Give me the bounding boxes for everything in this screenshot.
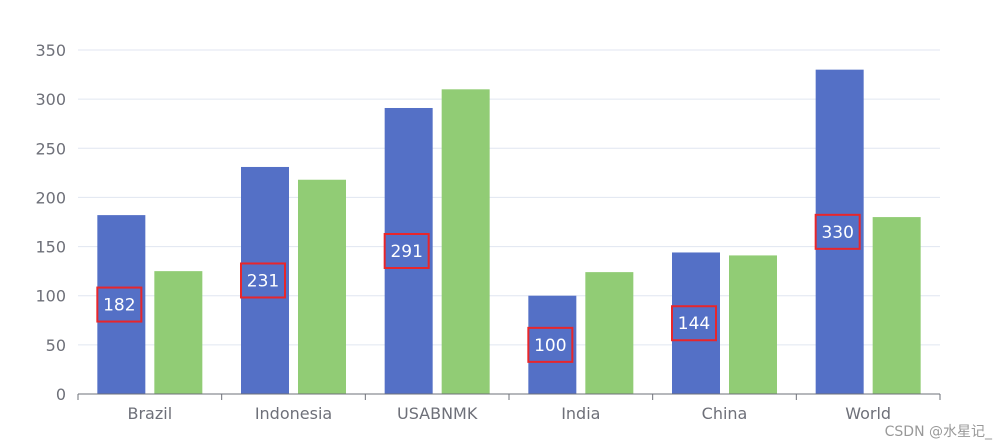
bar [154,271,203,394]
data-labels: 182 231 291 100 144 330 [96,213,861,363]
y-tick-label: 200 [35,188,66,207]
bar [384,107,433,394]
data-label-box [814,213,861,250]
data-label: 231 [247,271,279,291]
x-category-label: Brazil [128,404,173,423]
data-label-box [671,305,717,342]
x-axis: Brazil Indonesia USABNMK India China World [77,393,941,423]
bar [729,255,777,394]
x-category-label: India [561,404,600,423]
data-label-box [527,326,574,363]
y-tick-label: 250 [35,139,66,158]
y-tick-label: 100 [35,287,66,306]
data-label-box [383,232,430,269]
data-label: 144 [678,314,710,334]
x-category-label: China [702,404,748,423]
data-label: 100 [534,336,566,356]
bar [585,272,634,394]
data-label-box [240,262,286,299]
bar [241,166,289,394]
y-tick-label: 300 [35,90,66,109]
data-label-box [96,286,143,323]
bar [872,217,921,394]
bars [97,69,921,395]
data-label: 182 [103,296,135,316]
grid-lines [78,49,940,346]
x-category-label: Indonesia [255,404,332,423]
bar [815,69,864,395]
data-label: 291 [390,242,422,262]
bar [97,215,146,394]
bar [298,179,346,394]
bar [441,89,490,395]
x-category-label: USABNMK [397,404,478,423]
y-axis-ticks: 0 50 100 150 200 250 300 350 [35,41,66,404]
watermark: CSDN @水星记_ [884,424,992,440]
y-tick-label: 50 [46,336,66,355]
data-label: 330 [821,223,853,243]
bar [528,295,577,394]
x-category-label: World [845,404,891,423]
y-tick-label: 0 [56,385,66,404]
y-tick-label: 150 [35,238,66,257]
y-tick-label: 350 [35,41,66,60]
bar [672,252,720,394]
